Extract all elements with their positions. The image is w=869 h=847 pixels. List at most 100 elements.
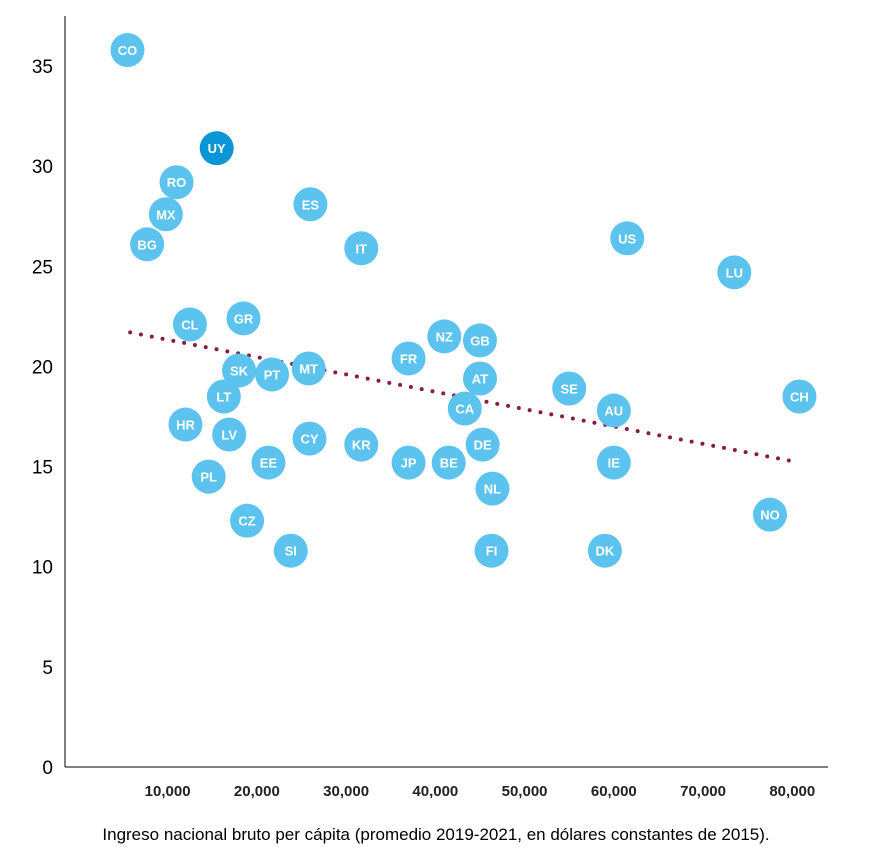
point-marker bbox=[596, 393, 631, 428]
point-cy: CY bbox=[292, 421, 327, 456]
point-label: US bbox=[618, 231, 636, 246]
point-ca: CA bbox=[447, 391, 482, 426]
point-label: CA bbox=[455, 402, 474, 417]
y-tick-labels: 0 5 10 15 20 25 30 35 bbox=[32, 57, 53, 779]
y-tick-label: 10 bbox=[32, 558, 53, 579]
y-tick-label: 20 bbox=[32, 357, 53, 378]
point-label: CY bbox=[300, 432, 318, 447]
point-gb: GB bbox=[462, 323, 497, 358]
point-label: LV bbox=[221, 428, 237, 443]
x-tick-label: 60,000 bbox=[591, 783, 637, 800]
x-tick-label: 30,000 bbox=[323, 783, 369, 800]
point-at: AT bbox=[462, 361, 497, 396]
point-sk: SK bbox=[222, 353, 257, 388]
x-tick-label: 80,000 bbox=[769, 783, 815, 800]
point-ro: RO bbox=[159, 165, 194, 200]
y-tick-label: 35 bbox=[32, 57, 53, 78]
point-marker bbox=[587, 533, 622, 568]
point-fi: FI bbox=[474, 533, 509, 568]
point-marker bbox=[222, 353, 257, 388]
point-marker bbox=[447, 391, 482, 426]
point-marker bbox=[226, 301, 261, 336]
point-label: DK bbox=[596, 544, 615, 559]
point-label: AU bbox=[604, 404, 623, 419]
point-no: NO bbox=[752, 497, 787, 532]
point-label: MT bbox=[299, 361, 318, 376]
point-marker bbox=[475, 471, 510, 506]
point-label: ES bbox=[302, 197, 320, 212]
point-kr: KR bbox=[344, 427, 379, 462]
point-marker bbox=[462, 323, 497, 358]
point-label: LU bbox=[726, 265, 743, 280]
x-axis-label: Ingreso nacional bruto per cápita (prome… bbox=[102, 825, 769, 844]
point-pt: PT bbox=[255, 357, 290, 392]
point-marker bbox=[130, 227, 165, 262]
point-label: SK bbox=[230, 363, 249, 378]
point-label: EE bbox=[260, 456, 278, 471]
point-label: JP bbox=[401, 456, 417, 471]
point-marker bbox=[596, 445, 631, 480]
x-tick-labels: 10,000 20,000 30,000 40,000 50,000 60,000 70,0… bbox=[145, 783, 816, 800]
point-label: PT bbox=[264, 367, 281, 382]
point-marker bbox=[427, 319, 462, 354]
point-ch: CH bbox=[782, 379, 817, 414]
x-tick-label: 10,000 bbox=[145, 783, 191, 800]
point-label: NL bbox=[484, 482, 501, 497]
point-label: MX bbox=[156, 207, 176, 222]
x-tick-label: 20,000 bbox=[234, 783, 280, 800]
point-label: KR bbox=[352, 438, 371, 453]
point-label: CO bbox=[118, 43, 138, 58]
point-de: DE bbox=[465, 427, 500, 462]
point-label: AT bbox=[472, 371, 488, 386]
point-marker bbox=[273, 533, 308, 568]
point-marker bbox=[474, 533, 509, 568]
point-marker bbox=[159, 165, 194, 200]
point-marker bbox=[291, 351, 326, 386]
point-label: BG bbox=[137, 237, 157, 252]
y-tick-label: 30 bbox=[32, 157, 53, 178]
point-marker bbox=[191, 459, 226, 494]
point-label: UY bbox=[208, 141, 226, 156]
point-marker bbox=[251, 445, 286, 480]
point-marker bbox=[110, 33, 145, 68]
x-tick-label: 50,000 bbox=[502, 783, 548, 800]
point-marker bbox=[255, 357, 290, 392]
point-label: CL bbox=[181, 317, 198, 332]
point-marker bbox=[391, 445, 426, 480]
point-cz: CZ bbox=[230, 503, 265, 538]
point-mx: MX bbox=[148, 197, 183, 232]
point-be: BE bbox=[431, 445, 466, 480]
point-jp: JP bbox=[391, 445, 426, 480]
point-ee: EE bbox=[251, 445, 286, 480]
point-label: GB bbox=[470, 333, 490, 348]
point-gr: GR bbox=[226, 301, 261, 336]
point-lv: LV bbox=[212, 417, 247, 452]
point-pl: PL bbox=[191, 459, 226, 494]
point-nl: NL bbox=[475, 471, 510, 506]
point-label: HR bbox=[176, 418, 195, 433]
point-label: NZ bbox=[436, 329, 453, 344]
point-hr: HR bbox=[168, 407, 203, 442]
point-cl: CL bbox=[172, 307, 207, 342]
point-se: SE bbox=[552, 371, 587, 406]
point-au: AU bbox=[596, 393, 631, 428]
x-tick-label: 70,000 bbox=[680, 783, 726, 800]
axes bbox=[64, 16, 828, 768]
point-si: SI bbox=[273, 533, 308, 568]
point-nz: NZ bbox=[427, 319, 462, 354]
point-marker bbox=[782, 379, 817, 414]
point-label: CZ bbox=[238, 514, 255, 529]
point-label: SE bbox=[561, 381, 579, 396]
point-marker bbox=[431, 445, 466, 480]
y-tick-label: 15 bbox=[32, 458, 53, 479]
point-it: IT bbox=[344, 231, 379, 266]
point-marker bbox=[717, 255, 752, 290]
point-marker bbox=[344, 427, 379, 462]
point-marker bbox=[172, 307, 207, 342]
x-tick-label: 40,000 bbox=[412, 783, 458, 800]
point-bg: BG bbox=[130, 227, 165, 262]
point-marker bbox=[344, 231, 379, 266]
point-ie: IE bbox=[596, 445, 631, 480]
point-label: IT bbox=[355, 241, 367, 256]
y-tick-label: 25 bbox=[32, 257, 53, 278]
